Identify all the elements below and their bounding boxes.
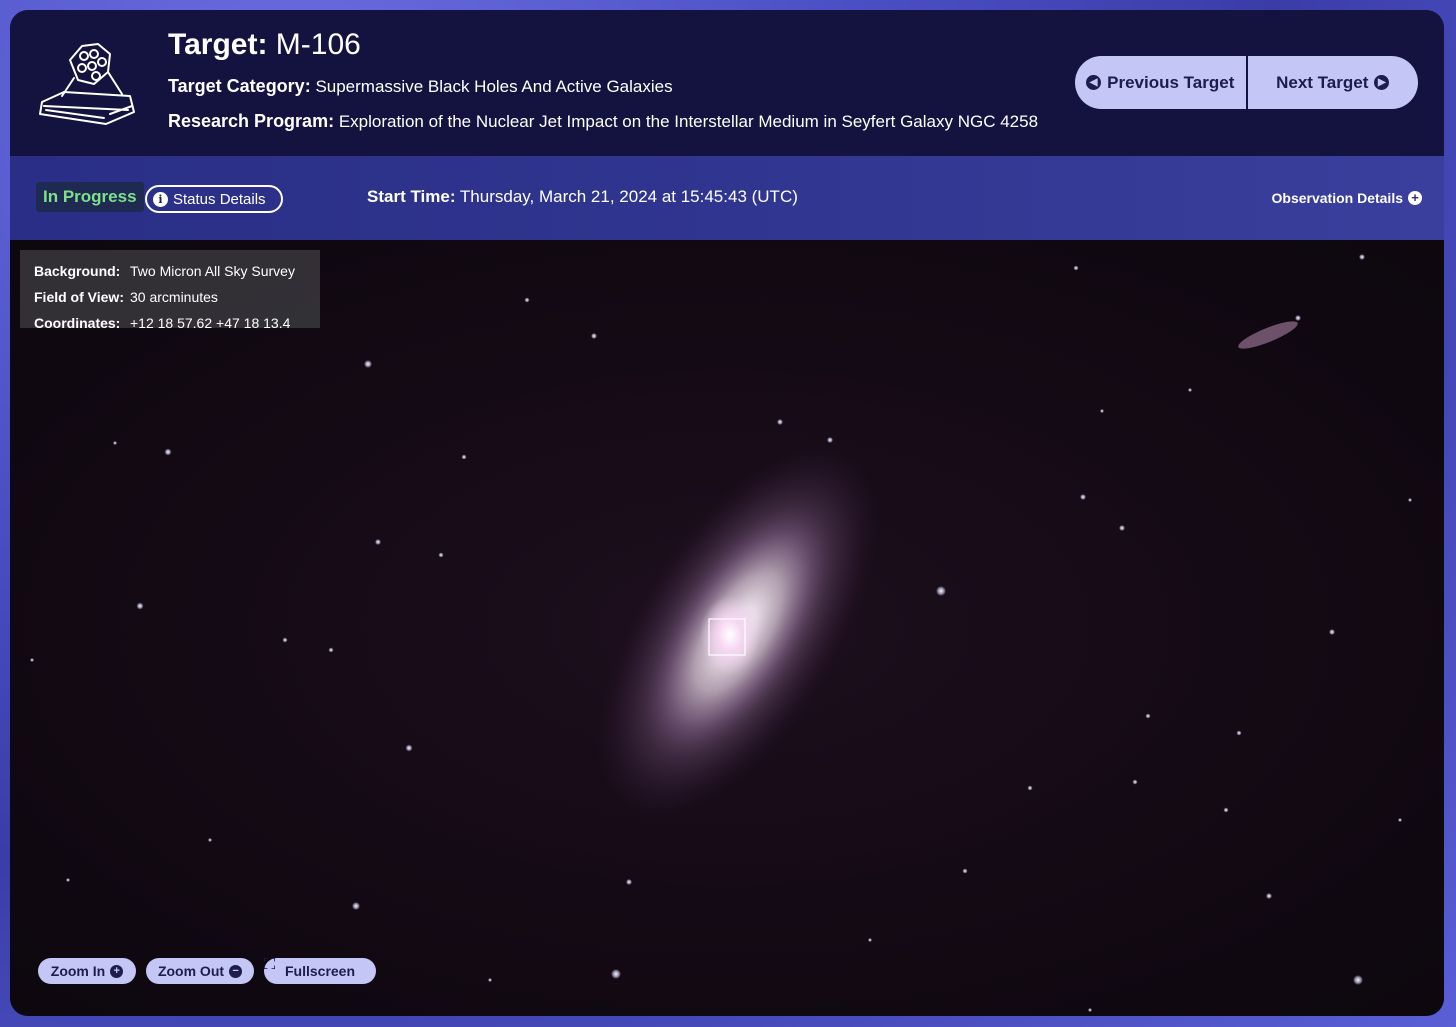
next-target-button[interactable]: Next Target ▶ [1246, 56, 1419, 109]
fullscreen-button[interactable]: Fullscreen [264, 958, 376, 984]
status-details-label: Status Details [173, 191, 266, 208]
companion-galaxy [1236, 317, 1301, 354]
start-time-label: Start Time: [367, 187, 456, 206]
coordinates-label: Coordinates: [34, 315, 130, 331]
galaxy-m106 [539, 397, 936, 868]
coordinates-row: Coordinates: +12 18 57.62 +47 18 13.4 [34, 315, 290, 331]
observation-details-button[interactable]: Observation Details + [1272, 190, 1423, 206]
zoom-out-label: Zoom Out [158, 963, 224, 979]
background-value: Two Micron All Sky Survey [130, 263, 295, 279]
minus-circle-icon: − [229, 965, 242, 978]
telescope-icon [34, 38, 140, 128]
previous-target-label: Previous Target [1107, 73, 1234, 93]
status-bar: In Progress i Status Details Start Time:… [10, 156, 1444, 240]
previous-target-button[interactable]: ◀ Previous Target [1075, 56, 1246, 109]
coordinates-value: +12 18 57.62 +47 18 13.4 [130, 315, 290, 331]
status-details-button[interactable]: i Status Details [145, 185, 283, 213]
header: Target: M-106 Target Category: Supermass… [10, 10, 1444, 156]
arrow-right-circle-icon: ▶ [1374, 75, 1389, 90]
fov-label: Field of View: [34, 289, 130, 305]
research-program: Research Program: Exploration of the Nuc… [168, 111, 1038, 132]
target-title: Target: M-106 [168, 28, 361, 62]
fullscreen-label: Fullscreen [285, 963, 355, 979]
target-value: M-106 [276, 28, 361, 61]
zoom-out-button[interactable]: Zoom Out − [146, 958, 254, 984]
fov-value: 30 arcminutes [130, 289, 218, 305]
viewer-info-box: Background: Two Micron All Sky Survey Fie… [20, 250, 320, 328]
category-value: Supermassive Black Holes And Active Gala… [315, 77, 672, 96]
fullscreen-icon [264, 958, 275, 969]
start-time: Start Time: Thursday, March 21, 2024 at … [367, 187, 798, 207]
arrow-left-circle-icon: ◀ [1086, 75, 1101, 90]
program-label: Research Program: [168, 111, 334, 131]
target-panel: Target: M-106 Target Category: Supermass… [10, 10, 1444, 1016]
field-of-view-row: Field of View: 30 arcminutes [34, 289, 218, 305]
program-value: Exploration of the Nuclear Jet Impact on… [339, 112, 1038, 131]
target-category: Target Category: Supermassive Black Hole… [168, 76, 673, 97]
sky-image [10, 240, 1444, 1016]
background-row: Background: Two Micron All Sky Survey [34, 263, 295, 279]
zoom-in-label: Zoom In [51, 963, 105, 979]
background-label: Background: [34, 263, 130, 279]
zoom-in-button[interactable]: Zoom In + [38, 958, 136, 984]
status-badge: In Progress [36, 182, 144, 212]
next-target-label: Next Target [1276, 73, 1368, 93]
target-label: Target: [168, 28, 267, 61]
plus-circle-icon: + [110, 965, 123, 978]
observation-details-label: Observation Details [1272, 190, 1404, 206]
target-navigation: ◀ Previous Target Next Target ▶ [1075, 56, 1418, 109]
start-time-value: Thursday, March 21, 2024 at 15:45:43 (UT… [460, 187, 798, 206]
info-icon: i [153, 192, 168, 207]
plus-circle-icon: + [1408, 191, 1422, 205]
sky-viewer[interactable]: Background: Two Micron All Sky Survey Fie… [10, 240, 1444, 1016]
category-label: Target Category: [168, 76, 311, 96]
